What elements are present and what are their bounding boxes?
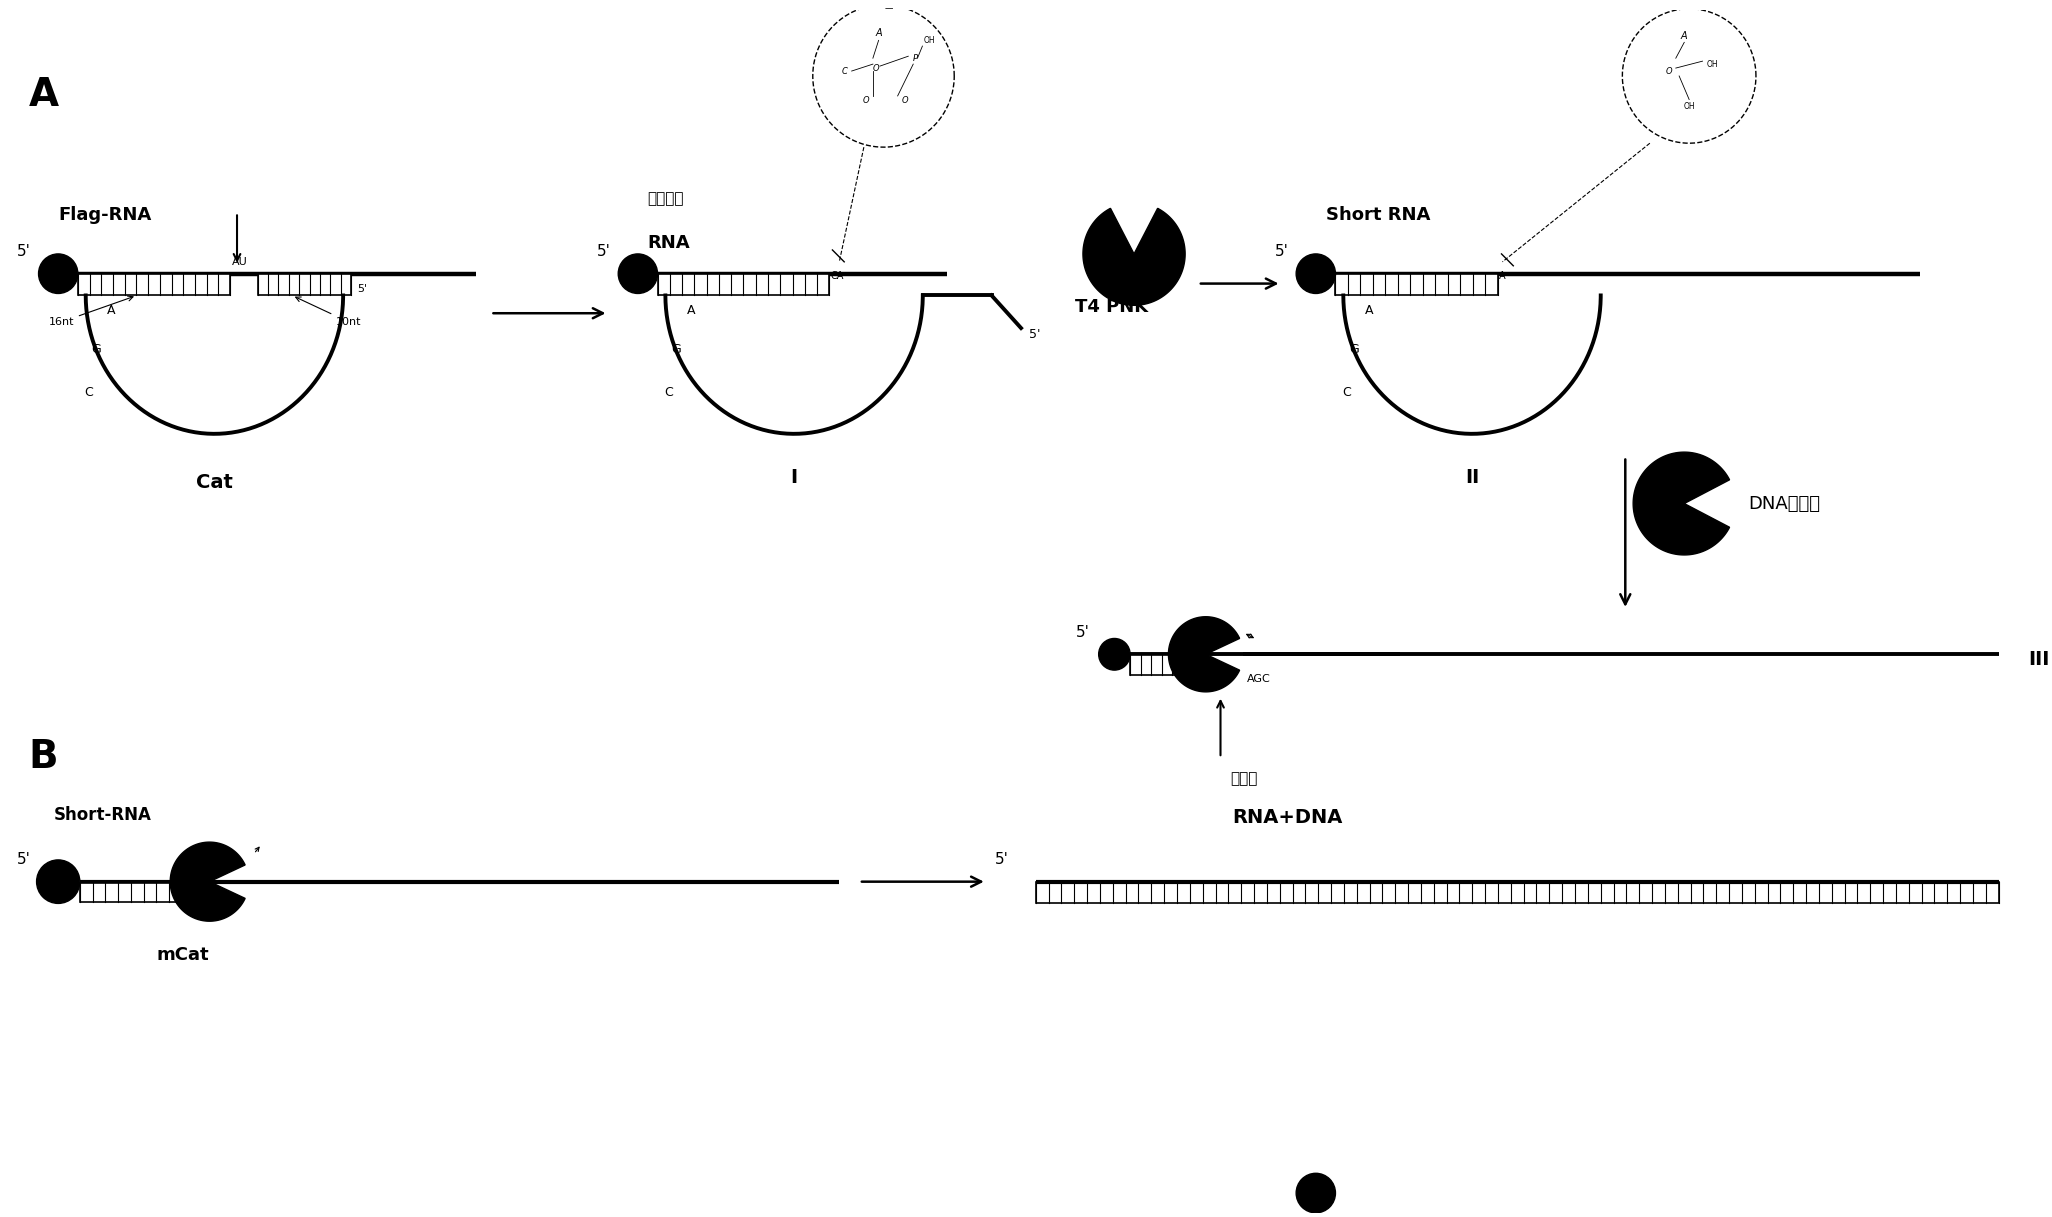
Text: C: C bbox=[665, 386, 673, 399]
Bar bbox=[259, 274, 351, 296]
Bar bbox=[1336, 274, 1498, 296]
Polygon shape bbox=[1168, 617, 1239, 691]
Circle shape bbox=[37, 860, 80, 903]
Text: 5': 5' bbox=[357, 284, 367, 293]
Bar bbox=[78, 274, 230, 296]
Text: A: A bbox=[1365, 304, 1373, 316]
Text: A: A bbox=[107, 304, 115, 316]
Text: O: O bbox=[901, 96, 909, 106]
Text: C: C bbox=[841, 67, 847, 75]
Text: —: — bbox=[884, 4, 893, 13]
Text: III: III bbox=[2027, 650, 2050, 668]
Circle shape bbox=[618, 254, 657, 293]
Text: DNA聚合酶: DNA聚合酶 bbox=[1748, 494, 1820, 512]
Text: AGC: AGC bbox=[1248, 662, 1270, 684]
Text: P: P bbox=[913, 54, 917, 63]
Polygon shape bbox=[170, 842, 244, 921]
Text: TGC: TGC bbox=[211, 903, 232, 914]
Polygon shape bbox=[1083, 208, 1186, 305]
Text: T4 PNK: T4 PNK bbox=[1075, 298, 1149, 316]
Text: OH: OH bbox=[923, 35, 936, 45]
Text: 5': 5' bbox=[16, 245, 31, 259]
Text: G: G bbox=[92, 343, 101, 357]
Text: A: A bbox=[1681, 30, 1687, 40]
Text: OH: OH bbox=[1683, 102, 1695, 111]
Text: C: C bbox=[1342, 386, 1350, 399]
Text: 5': 5' bbox=[16, 852, 31, 868]
Text: 5': 5' bbox=[995, 852, 1008, 868]
Text: A: A bbox=[1211, 623, 1219, 633]
Text: OH: OH bbox=[1707, 60, 1718, 68]
Text: C: C bbox=[84, 386, 92, 399]
Text: Cat: Cat bbox=[197, 473, 232, 493]
Text: O: O bbox=[872, 63, 880, 73]
Polygon shape bbox=[1633, 453, 1730, 555]
Circle shape bbox=[39, 254, 78, 293]
Circle shape bbox=[1098, 639, 1131, 671]
Text: 被剪切的: 被剪切的 bbox=[648, 191, 683, 207]
Text: A: A bbox=[687, 304, 696, 316]
Text: RNA+DNA: RNA+DNA bbox=[1233, 808, 1342, 828]
Text: AU: AU bbox=[232, 257, 248, 267]
Text: 5': 5' bbox=[1028, 329, 1040, 342]
Text: II: II bbox=[1465, 469, 1479, 488]
Bar bbox=[657, 274, 829, 296]
Text: G: G bbox=[1350, 343, 1358, 357]
Text: 5': 5' bbox=[597, 245, 609, 259]
Text: G: G bbox=[671, 343, 681, 357]
Bar bbox=[80, 882, 207, 903]
Bar bbox=[1036, 881, 1999, 903]
Text: 5': 5' bbox=[1075, 626, 1090, 640]
Text: A: A bbox=[29, 75, 60, 114]
Text: 10nt: 10nt bbox=[295, 297, 361, 327]
Text: B: B bbox=[29, 739, 57, 776]
Text: O: O bbox=[862, 96, 870, 106]
Text: Short RNA: Short RNA bbox=[1326, 206, 1430, 224]
Text: 16nt: 16nt bbox=[49, 296, 133, 327]
Text: A: A bbox=[1498, 270, 1506, 281]
Text: TA: TA bbox=[213, 852, 226, 862]
Bar bbox=[1131, 655, 1205, 675]
Circle shape bbox=[1297, 254, 1336, 293]
Text: 5': 5' bbox=[1274, 245, 1289, 259]
Text: O: O bbox=[1666, 67, 1672, 75]
Circle shape bbox=[1297, 1173, 1336, 1213]
Text: mCat: mCat bbox=[156, 946, 209, 964]
Text: A: A bbox=[876, 28, 882, 38]
Text: CA: CA bbox=[831, 270, 843, 281]
Text: Short-RNA: Short-RNA bbox=[53, 807, 152, 824]
Text: 不配对: 不配对 bbox=[1231, 770, 1258, 786]
Text: Flag-RNA: Flag-RNA bbox=[57, 206, 152, 224]
Text: RNA: RNA bbox=[648, 234, 689, 252]
Text: I: I bbox=[790, 469, 798, 488]
